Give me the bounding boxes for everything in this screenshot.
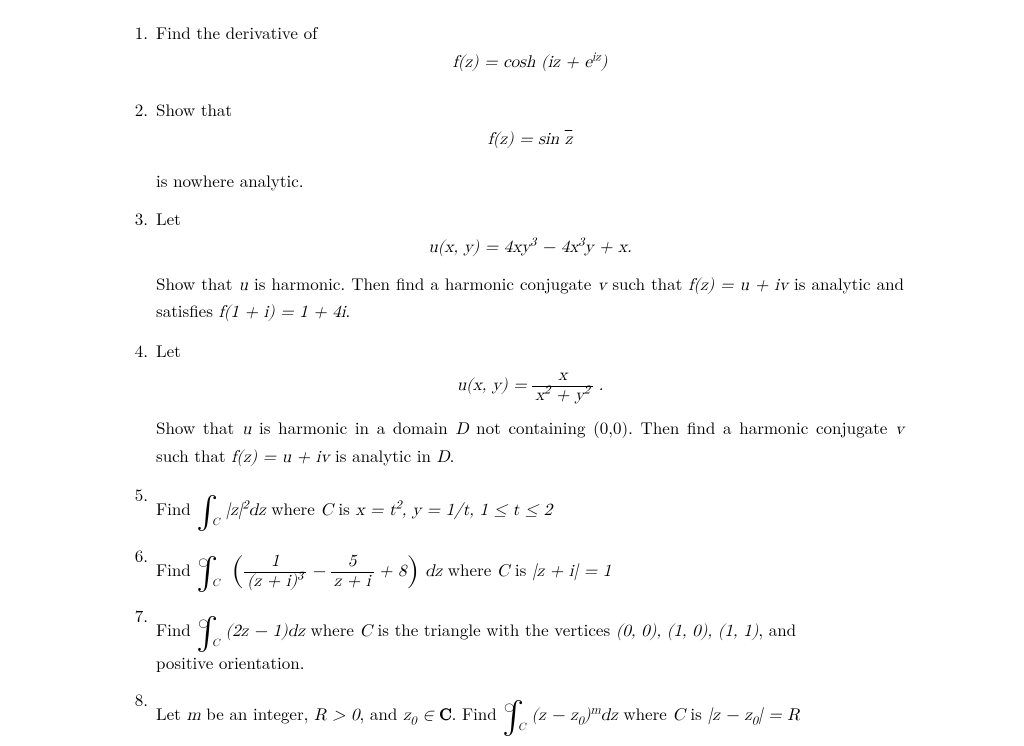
problem-8: 8. Let m be an integer, R > 0, and z0 ∈ … bbox=[120, 687, 904, 735]
problem-lead: Show that bbox=[156, 97, 232, 121]
problem-number: 5. bbox=[120, 482, 148, 530]
problem-6: 6. Find ∫C (1(z + i)3 − 5z + i + 8) dz w… bbox=[120, 543, 904, 592]
problem-body: Find ∫C|z|2dz where C is x = t2, y = 1/t… bbox=[156, 482, 904, 530]
problem-body: Let u(x, y) = 4xy3 − 4x3y + x. Show that… bbox=[156, 206, 904, 326]
problem-7-follow: positive orientation. bbox=[156, 650, 904, 676]
problem-2: 2. Show that f(z) = sin z bbox=[120, 97, 904, 162]
problem-number: 2. bbox=[120, 97, 148, 162]
problem-5: 5. Find ∫C|z|2dz where C is x = t2, y = … bbox=[120, 482, 904, 530]
problem-7: 7. Find ∫C(2z − 1)dz where C is the tria… bbox=[120, 603, 904, 651]
problem-number: 3. bbox=[120, 206, 148, 326]
display-equation: u(x, y) = 4xy3 − 4x3y + x. bbox=[156, 235, 904, 261]
problem-body: Find ∫C(2z − 1)dz where C is the triangl… bbox=[156, 603, 904, 651]
problem-2-follow: is nowhere analytic. bbox=[156, 168, 904, 194]
problem-lead: Let bbox=[156, 338, 181, 362]
problem-body: Find the derivative of f(z) = cosh (iz +… bbox=[156, 20, 904, 85]
problem-4: 4. Let u(x, y) = xx2 + y2 . Show that u … bbox=[120, 338, 904, 471]
problem-body: Show that f(z) = sin z bbox=[156, 97, 904, 162]
problem-follow: Show that u is harmonic in a domain D no… bbox=[156, 415, 904, 470]
problem-body: Find ∫C (1(z + i)3 − 5z + i + 8) dz wher… bbox=[156, 543, 904, 592]
problem-number: 7. bbox=[120, 603, 148, 651]
problem-body: Let m be an integer, R > 0, and z0 ∈ C. … bbox=[156, 687, 904, 735]
problem-number: 8. bbox=[120, 687, 148, 735]
problem-lead: Let bbox=[156, 206, 181, 230]
display-equation: f(z) = cosh (iz + eiz) bbox=[156, 50, 904, 76]
problem-3: 3. Let u(x, y) = 4xy3 − 4x3y + x. Show t… bbox=[120, 206, 904, 326]
problem-lead: Find the derivative of bbox=[156, 20, 317, 44]
problem-set-page: 1. Find the derivative of f(z) = cosh (i… bbox=[0, 0, 1024, 736]
problem-body: Let u(x, y) = xx2 + y2 . Show that u is … bbox=[156, 338, 904, 471]
problem-number: 6. bbox=[120, 543, 148, 592]
display-equation: u(x, y) = xx2 + y2 . bbox=[156, 367, 904, 405]
problem-follow: Show that u is harmonic. Then find a har… bbox=[156, 271, 904, 326]
problem-number: 1. bbox=[120, 20, 148, 85]
display-equation: f(z) = sin z bbox=[156, 127, 904, 153]
problem-1: 1. Find the derivative of f(z) = cosh (i… bbox=[120, 20, 904, 85]
problem-number: 4. bbox=[120, 338, 148, 471]
